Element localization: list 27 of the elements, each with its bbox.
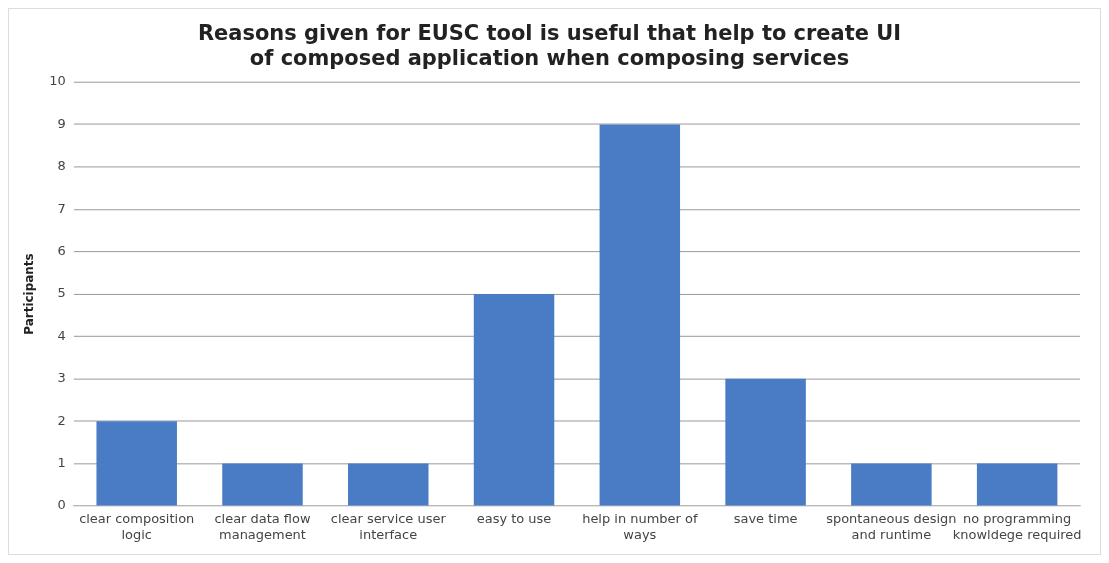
bar xyxy=(976,463,1058,506)
y-tick-label: 5 xyxy=(57,285,66,301)
bar xyxy=(725,378,806,506)
y-tick-label: 10 xyxy=(49,73,66,89)
x-tick-label: clear composition logic xyxy=(79,511,195,542)
y-tick-label: 3 xyxy=(57,370,66,386)
y-tick-label: 6 xyxy=(57,243,66,259)
x-tick-label: help in number of ways xyxy=(582,511,698,542)
bar xyxy=(348,463,429,506)
bar xyxy=(851,463,932,506)
y-tick-label: 1 xyxy=(57,454,66,470)
x-tick-label: easy to use xyxy=(476,511,552,527)
y-tick-label: 7 xyxy=(57,200,66,216)
bar xyxy=(473,294,555,506)
x-tick-label: clear service user interface xyxy=(330,511,447,542)
bar xyxy=(96,421,177,506)
x-tick-label: clear data flow management xyxy=(214,511,311,542)
y-tick-label: 9 xyxy=(57,115,66,131)
y-axis-title: Participants xyxy=(22,253,37,335)
chart-title: Reasons given for EUSC tool is useful that help to create UI of composed application when composing services xyxy=(197,20,902,71)
bar xyxy=(599,124,681,506)
x-tick-label: save time xyxy=(733,511,798,527)
y-tick-label: 8 xyxy=(57,158,66,174)
bar xyxy=(222,463,303,506)
y-tick-label: 4 xyxy=(57,327,66,343)
y-tick-label: 2 xyxy=(57,412,66,428)
y-tick-label: 0 xyxy=(57,497,66,513)
